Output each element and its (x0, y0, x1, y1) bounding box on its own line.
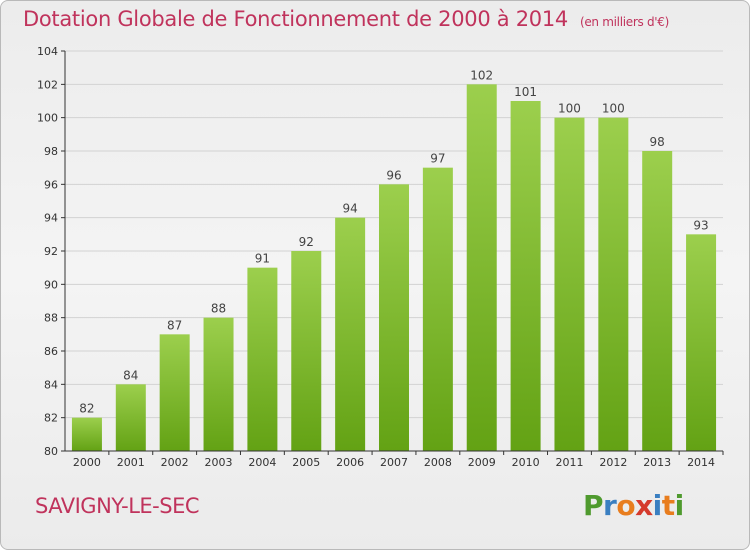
x-tick-label: 2008 (424, 456, 452, 469)
logo-letter: i (674, 489, 685, 522)
data-label: 93 (693, 218, 708, 232)
proxiti-logo: Proxiti (583, 489, 684, 522)
logo-letter: i (652, 489, 663, 522)
data-label: 101 (514, 85, 537, 99)
x-tick-label: 2003 (205, 456, 233, 469)
data-label: 92 (299, 235, 314, 249)
bar-2014 (686, 234, 717, 451)
x-tick-label: 2012 (599, 456, 627, 469)
x-tick-label: 2013 (643, 456, 671, 469)
y-tick-label: 102 (37, 78, 58, 91)
data-label: 100 (602, 102, 625, 116)
y-tick-label: 90 (44, 278, 58, 291)
x-tick-label: 2010 (512, 456, 540, 469)
chart-unit: (en milliers d'€) (579, 15, 669, 29)
y-tick-label: 82 (44, 412, 58, 425)
data-label: 98 (650, 135, 665, 149)
x-tick-label: 2009 (468, 456, 496, 469)
x-tick-label: 2005 (292, 456, 320, 469)
bar-2001 (115, 384, 146, 451)
x-tick-label: 2007 (380, 456, 408, 469)
bar-2006 (335, 217, 366, 451)
data-label: 87 (167, 318, 182, 332)
y-tick-label: 88 (44, 312, 58, 325)
data-label: 96 (386, 168, 401, 182)
bar-2012 (598, 117, 629, 452)
logo-letter: t (661, 489, 675, 522)
logo-letter: P (583, 489, 604, 522)
city-name: SAVIGNY-LE-SEC (35, 494, 200, 518)
y-tick-label: 84 (44, 378, 58, 391)
bar-2007 (379, 184, 409, 452)
bars (71, 84, 717, 452)
y-tick-label: 98 (44, 145, 58, 158)
bar-2008 (422, 167, 453, 451)
data-label: 91 (255, 252, 270, 266)
y-tick-label: 100 (37, 112, 58, 125)
logo-letter: o (616, 489, 636, 522)
x-tick-label: 2002 (161, 456, 189, 469)
bar-2003 (203, 317, 234, 451)
logo-letter: x (635, 489, 653, 522)
bar-2010 (510, 101, 541, 451)
bar-2005 (291, 251, 322, 451)
y-tick-label: 92 (44, 245, 58, 258)
data-label: 100 (558, 102, 581, 116)
chart-title-text: Dotation Globale de Fonctionnement de 20… (23, 7, 568, 31)
x-tick-label: 2011 (555, 456, 583, 469)
y-tick-label: 80 (44, 445, 58, 458)
bar-2011 (554, 117, 585, 452)
bar-2000 (71, 417, 102, 451)
data-label: 88 (211, 302, 226, 316)
data-labels: 82 84 87 88 91 92 94 96 97 102 101 100 100 98 93 (79, 68, 708, 415)
data-label: 97 (430, 152, 445, 166)
bar-2009 (466, 84, 497, 451)
y-tick-label: 94 (44, 212, 58, 225)
data-label: 82 (79, 402, 94, 416)
y-tick-label: 104 (37, 45, 58, 58)
logo-letter: r (603, 489, 617, 522)
data-label: 94 (342, 202, 357, 216)
data-label: 102 (470, 68, 493, 82)
bar-2002 (159, 334, 190, 451)
x-tick-label: 2014 (687, 456, 715, 469)
x-tick-label: 2000 (73, 456, 101, 469)
x-tick-label: 2006 (336, 456, 364, 469)
data-label: 84 (123, 368, 138, 382)
bar-2013 (642, 151, 673, 451)
x-tick-label: 2004 (248, 456, 276, 469)
y-tick-label: 96 (44, 178, 58, 191)
chart-title: Dotation Globale de Fonctionnement de 20… (23, 7, 669, 31)
x-tick-label: 2001 (117, 456, 145, 469)
axes: 80 82 84 86 88 90 92 94 96 98 100 102 104 2000 2001 200… (37, 45, 724, 469)
y-tick-label: 86 (44, 345, 58, 358)
bar-2004 (247, 267, 278, 451)
